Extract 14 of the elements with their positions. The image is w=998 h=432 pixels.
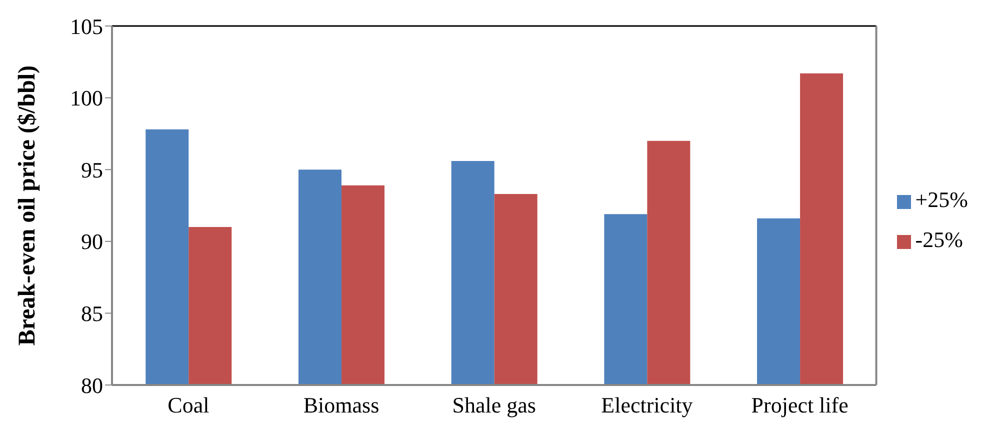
y-tick-label: 90 xyxy=(81,229,103,254)
y-tick-label: 105 xyxy=(70,14,103,39)
legend-label: -25% xyxy=(915,227,963,252)
legend-label: +25% xyxy=(915,187,968,212)
x-tick-label: Coal xyxy=(168,392,210,418)
x-tick-label: Shale gas xyxy=(452,392,536,418)
x-tick-label: Biomass xyxy=(303,392,380,418)
y-tick-label: 100 xyxy=(70,86,103,111)
x-tick-label: Electricity xyxy=(601,392,693,418)
y-tick-label: 80 xyxy=(81,372,103,398)
y-tick-label: 95 xyxy=(81,157,103,182)
y-axis-title: Break-even oil price ($/bbl) xyxy=(14,65,41,346)
x-tick-label: Project life xyxy=(751,392,848,418)
y-tick-label: 85 xyxy=(81,301,103,326)
